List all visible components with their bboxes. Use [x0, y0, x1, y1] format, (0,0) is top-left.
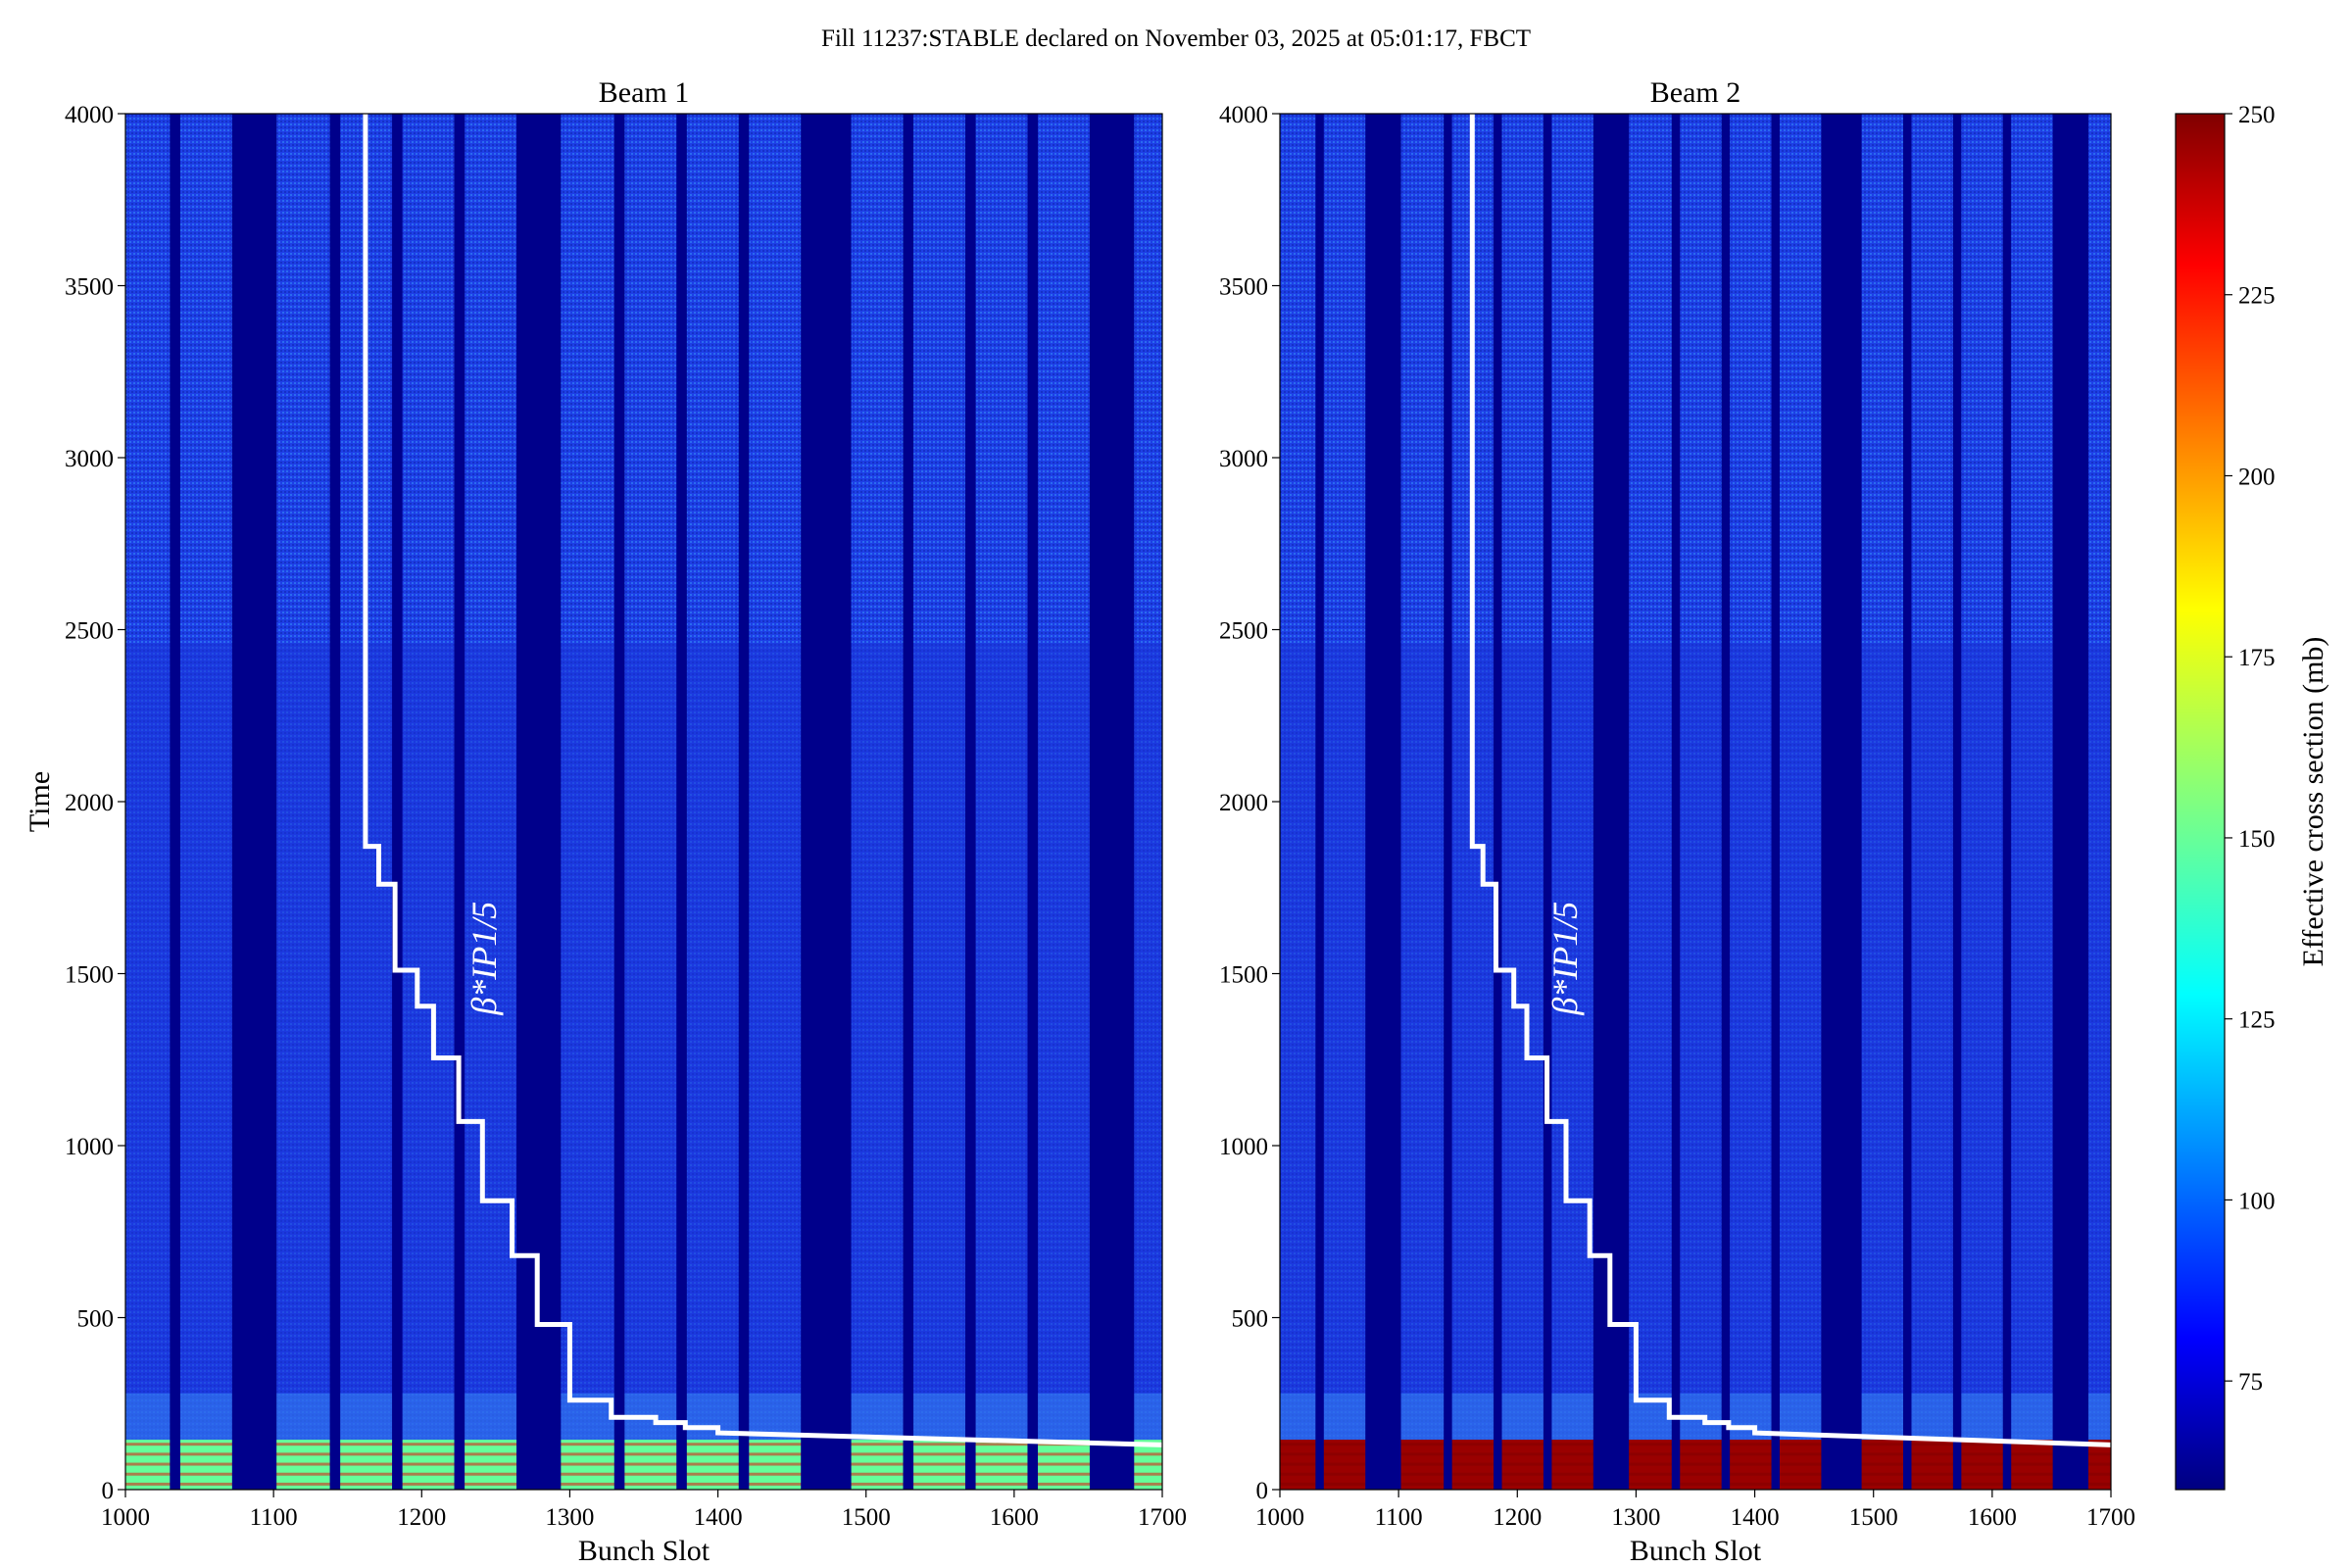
empty-slot-band [2002, 114, 2012, 1490]
beta-star-step-line [1469, 114, 2112, 1447]
empty-slot-band [1721, 114, 1731, 1490]
y-tick-label: 0 [1256, 1478, 1269, 1504]
y-tick-label: 0 [102, 1478, 115, 1504]
empty-slot-band [1543, 114, 1552, 1490]
empty-slot-band [1494, 114, 1502, 1490]
empty-slot-band [964, 114, 976, 1490]
beta-star-label: β*IP1/5 [1545, 902, 1585, 1016]
empty-slot-band [170, 114, 180, 1490]
y-tick-label: 2500 [1219, 618, 1268, 645]
y-tick-label: 4000 [65, 102, 114, 128]
empty-slot-band [801, 114, 852, 1490]
heatmap-high-streak [125, 1462, 1162, 1466]
y-tick-label: 1000 [65, 1134, 114, 1160]
x-tick-label: 1200 [397, 1504, 446, 1531]
y-tick-label: 3000 [1219, 446, 1268, 472]
empty-slot-band [454, 114, 466, 1490]
colorbar: 75 100 125 150 175 200 225 250 Effective cross … [2175, 102, 2329, 1491]
empty-slot-band [1444, 114, 1452, 1490]
beta-star-step-line [363, 114, 1163, 1447]
empty-slot-band [1365, 114, 1401, 1490]
empty-slot-band [1089, 114, 1135, 1490]
colorbar-tick-label: 75 [2238, 1369, 2263, 1396]
colorbar-tick-label: 100 [2238, 1188, 2276, 1214]
y-tick-label: 3500 [1219, 274, 1268, 301]
empty-slot-band [613, 114, 625, 1490]
heatmap-high-streak [125, 1472, 1162, 1476]
x-tick-label: 1600 [990, 1504, 1039, 1531]
y-tick-label: 1500 [65, 962, 114, 989]
heatmap-high-streak [1280, 1472, 2111, 1476]
x-tick-label: 1300 [1611, 1504, 1660, 1531]
empty-slot-band [1671, 114, 1681, 1490]
heatmap-high-streak [1280, 1443, 2111, 1446]
empty-slot-band [1315, 114, 1324, 1490]
empty-slot-band [676, 114, 687, 1490]
colorbar-tick-label: 200 [2238, 464, 2276, 490]
y-tick-label: 500 [1232, 1306, 1269, 1333]
heatmap-high-streak [1280, 1452, 2111, 1456]
figure-title: Fill 11237:STABLE declared on November 0… [820, 25, 1532, 52]
panel-title: Beam 1 [599, 76, 689, 109]
x-tick-label: 1000 [1255, 1504, 1304, 1531]
empty-slot-band [2052, 114, 2088, 1490]
colorbar-tick-label: 250 [2238, 102, 2276, 128]
x-tick-label: 1500 [1849, 1504, 1898, 1531]
empty-slot-band [1821, 114, 1862, 1490]
heatmap-lower-band [125, 643, 1162, 1441]
x-axis-label: Bunch Slot [1630, 1535, 1762, 1567]
heatmap-high-streak [125, 1443, 1162, 1446]
x-axis-label: Bunch Slot [578, 1535, 710, 1567]
empty-slot-band [329, 114, 341, 1490]
empty-slot-band [392, 114, 403, 1490]
x-tick-label: 1400 [694, 1504, 743, 1531]
empty-slot-band [1027, 114, 1039, 1490]
heatmap-high-streak [1280, 1462, 2111, 1466]
y-axis-label: Time [24, 771, 56, 832]
y-tick-label: 4000 [1219, 102, 1268, 128]
heatmap-high-streak [125, 1452, 1162, 1456]
x-tick-label: 1300 [545, 1504, 594, 1531]
x-tick-label: 1700 [2086, 1504, 2135, 1531]
empty-slot-band [231, 114, 277, 1490]
x-tick-label: 1100 [250, 1504, 298, 1531]
empty-slot-band [738, 114, 750, 1490]
empty-slot-band [1903, 114, 1912, 1490]
x-tick-label: 1100 [1375, 1504, 1423, 1531]
heatmap-lower-band [1280, 643, 2111, 1441]
x-tick-label: 1500 [842, 1504, 891, 1531]
y-tick-label: 1500 [1219, 962, 1268, 989]
x-tick-label: 1700 [1138, 1504, 1187, 1531]
empty-slot-band [1952, 114, 1962, 1490]
beam1-heatmap-panel: β*IP1/5 1000 1100 1200 1300 1400 1500 1600 1700 0… [24, 76, 1187, 1567]
colorbar-ticks: 75 100 125 150 175 200 225 250 [2225, 102, 2276, 1396]
y-tick-label: 2000 [65, 790, 114, 816]
colorbar-tick-label: 125 [2238, 1007, 2276, 1034]
x-tick-label: 1600 [1968, 1504, 2017, 1531]
colorbar-tick-label: 150 [2238, 826, 2276, 853]
colorbar-tick-label: 175 [2238, 645, 2276, 671]
y-tick-label: 3000 [65, 446, 114, 472]
heatmap-high-streak [1280, 1482, 2111, 1486]
y-tick-label: 3500 [65, 274, 114, 301]
colorbar-label: Effective cross section (mb) [2297, 637, 2329, 967]
beam2-heatmap-panel: β*IP1/5 1000 1100 1200 1300 1400 1500 1600 1700 0… [1219, 76, 2135, 1567]
x-tick-label: 1200 [1493, 1504, 1542, 1531]
x-tick-label: 1000 [101, 1504, 150, 1531]
y-tick-label: 2500 [65, 618, 114, 645]
colorbar-tick-label: 225 [2238, 283, 2276, 310]
empty-slot-band [1771, 114, 1781, 1490]
panel-title: Beam 2 [1650, 76, 1740, 109]
x-tick-label: 1400 [1731, 1504, 1780, 1531]
heatmap-high-streak [125, 1482, 1162, 1486]
colorbar-gradient [2175, 113, 2226, 1491]
y-tick-label: 500 [77, 1306, 115, 1333]
beta-star-label: β*IP1/5 [465, 902, 504, 1016]
y-tick-label: 2000 [1219, 790, 1268, 816]
y-tick-label: 1000 [1219, 1134, 1268, 1160]
empty-slot-band [903, 114, 914, 1490]
